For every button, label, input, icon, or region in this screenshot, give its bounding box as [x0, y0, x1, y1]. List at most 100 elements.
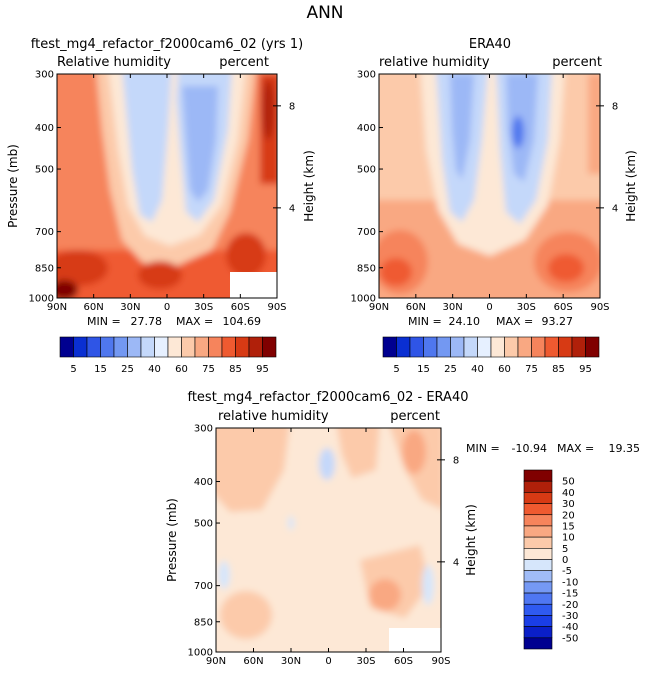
panel-era40: ERA40 relative humidity percent 30040050…	[351, 37, 638, 375]
colorbar-1-label: 75	[525, 364, 538, 375]
colorbar-1-box	[382, 336, 397, 358]
panel-diff-max-value: 19.35	[609, 442, 641, 455]
colorbar-1-box	[436, 336, 451, 358]
colorbar-2-box	[523, 581, 553, 594]
panel-diff-ytick-label: 700	[194, 581, 213, 592]
panel-diff-ytick-label: 400	[194, 477, 213, 488]
colorbar-2-label: 5	[562, 544, 568, 555]
colorbar-2-label: -50	[562, 633, 578, 644]
panel-era40-xtick-label: 60N	[406, 302, 426, 313]
panel-diff-xtick-label: 60N	[243, 656, 263, 667]
panel-diff-xtick-label: 90S	[431, 656, 450, 667]
panel-diff-neg-left	[218, 561, 230, 589]
colorbar-0-box	[194, 336, 209, 358]
colorbar-1-box	[490, 336, 505, 358]
panel-model-min-label: MIN =	[87, 315, 121, 328]
panel-model-moist-low-2	[138, 261, 182, 289]
colorbar-2-box	[523, 626, 553, 639]
panel-diff-neg-top	[319, 448, 335, 480]
panel-model-min-value: 27.78	[131, 315, 163, 328]
colorbar-2-label: 20	[562, 510, 575, 521]
colorbar-1-label: 95	[579, 364, 592, 375]
panel-era40-xtick-label: 90N	[369, 302, 389, 313]
panel-diff-xtick-label: 30S	[356, 656, 375, 667]
colorbar-0-box	[86, 336, 101, 358]
colorbar-1-box	[517, 336, 532, 358]
panel-diff-missing-data	[389, 628, 441, 652]
panel-model-field	[57, 74, 277, 298]
colorbar-2-box	[523, 559, 553, 571]
panel-model: ftest_mg4_refactor_f2000cam6_02 (yrs 1) …	[6, 37, 316, 375]
colorbar-0-box	[235, 336, 250, 358]
colorbar-0-label: 60	[175, 364, 188, 375]
panel-era40-y2tick-label: 4	[612, 203, 618, 214]
panel-diff-upper-mid	[337, 428, 380, 478]
colorbar-2-box	[523, 603, 553, 616]
panel-diff: ftest_mg4_refactor_f2000cam6_02 - ERA40 …	[165, 390, 640, 667]
colorbar-2-box	[523, 637, 553, 650]
panel-model-y2tick-label: 4	[289, 203, 295, 214]
panel-era40-ytick-label: 500	[357, 165, 376, 176]
colorbar-2-box	[523, 514, 553, 527]
colorbar-1-label: 85	[552, 364, 565, 375]
colorbar-1-box	[571, 336, 586, 358]
colorbar-1-label: 15	[417, 364, 430, 375]
panel-era40-low-left-core	[380, 258, 412, 286]
panel-model-y2label: Height (km)	[302, 150, 316, 221]
panel-model-wet-pole	[57, 280, 78, 298]
colorbar-2-label: -40	[562, 622, 578, 633]
colorbar-2-label: 0	[562, 555, 568, 566]
panel-era40-ytick-label: 850	[357, 263, 376, 274]
panel-diff-upper-left-core	[218, 436, 258, 488]
panel-diff-neg-mid	[288, 516, 294, 530]
colorbar-1-box	[463, 336, 478, 358]
panel-model-moist-low-3	[226, 233, 266, 277]
panel-model-xtick-label: 30N	[120, 302, 140, 313]
panel-model-xtick-label: 30S	[194, 302, 213, 313]
panel-diff-lower-mid-core	[369, 579, 401, 611]
colorbar-2-box	[523, 480, 553, 493]
colorbar-1-label: 25	[444, 364, 457, 375]
panel-era40-y2tick-label: 8	[612, 101, 618, 112]
panel-era40-wet-right	[588, 74, 600, 174]
panel-model-left-subtitle: Relative humidity	[57, 55, 171, 70]
panel-era40-dry-core	[512, 116, 524, 148]
panel-era40-field	[379, 74, 600, 298]
panel-diff-lower-left	[220, 591, 272, 639]
colorbar-0-box	[140, 336, 155, 358]
panel-era40-left-subtitle: relative humidity	[379, 55, 490, 70]
colorbar-1-label: 40	[471, 364, 484, 375]
colorbar-2-label: -30	[562, 611, 578, 622]
panel-diff-y2tick-label: 4	[453, 557, 459, 568]
panel-diff-title: ftest_mg4_refactor_f2000cam6_02 - ERA40	[187, 390, 468, 405]
colorbar-2-label: 10	[562, 533, 575, 544]
colorbar-2-box	[523, 570, 553, 583]
panel-model-right-subtitle: percent	[219, 55, 269, 70]
panel-model-xtick-label: 60S	[231, 302, 250, 313]
panel-model-ylabel: Pressure (mb)	[6, 144, 20, 228]
colorbar-0-label: 85	[229, 364, 242, 375]
panel-model-xtick-label: 90S	[267, 302, 286, 313]
panel-diff-ytick-label: 1000	[188, 648, 213, 659]
panel-diff-ytick-label: 300	[194, 424, 213, 435]
colorbar-1-box	[409, 336, 424, 358]
colorbar-0-box	[262, 336, 277, 358]
panel-model-max-label: MAX =	[176, 315, 213, 328]
colorbar-0-label: 5	[70, 364, 76, 375]
panel-era40-xtick-label: 30N	[443, 302, 463, 313]
panel-diff-y2label: Height (km)	[464, 504, 478, 575]
panel-diff-y2tick-label: 8	[453, 455, 459, 466]
colorbar-0-box	[208, 336, 223, 358]
panel-diff-xtick-label: 90N	[206, 656, 226, 667]
panel-diff-right-subtitle: percent	[390, 409, 440, 424]
panel-model-xtick-label: 0	[164, 302, 170, 313]
colorbar-2-box	[523, 536, 553, 549]
colorbar-2-label: -20	[562, 600, 578, 611]
colorbar-2-box	[523, 469, 553, 482]
panel-model-moist-left	[122, 74, 172, 222]
colorbar-0-label: 40	[148, 364, 161, 375]
panel-era40-xtick-label: 60S	[554, 302, 573, 313]
panel-model-missing-data	[230, 272, 277, 298]
panel-era40-xtick-label: 0	[486, 302, 492, 313]
panel-era40-y2label: Height (km)	[624, 150, 638, 221]
